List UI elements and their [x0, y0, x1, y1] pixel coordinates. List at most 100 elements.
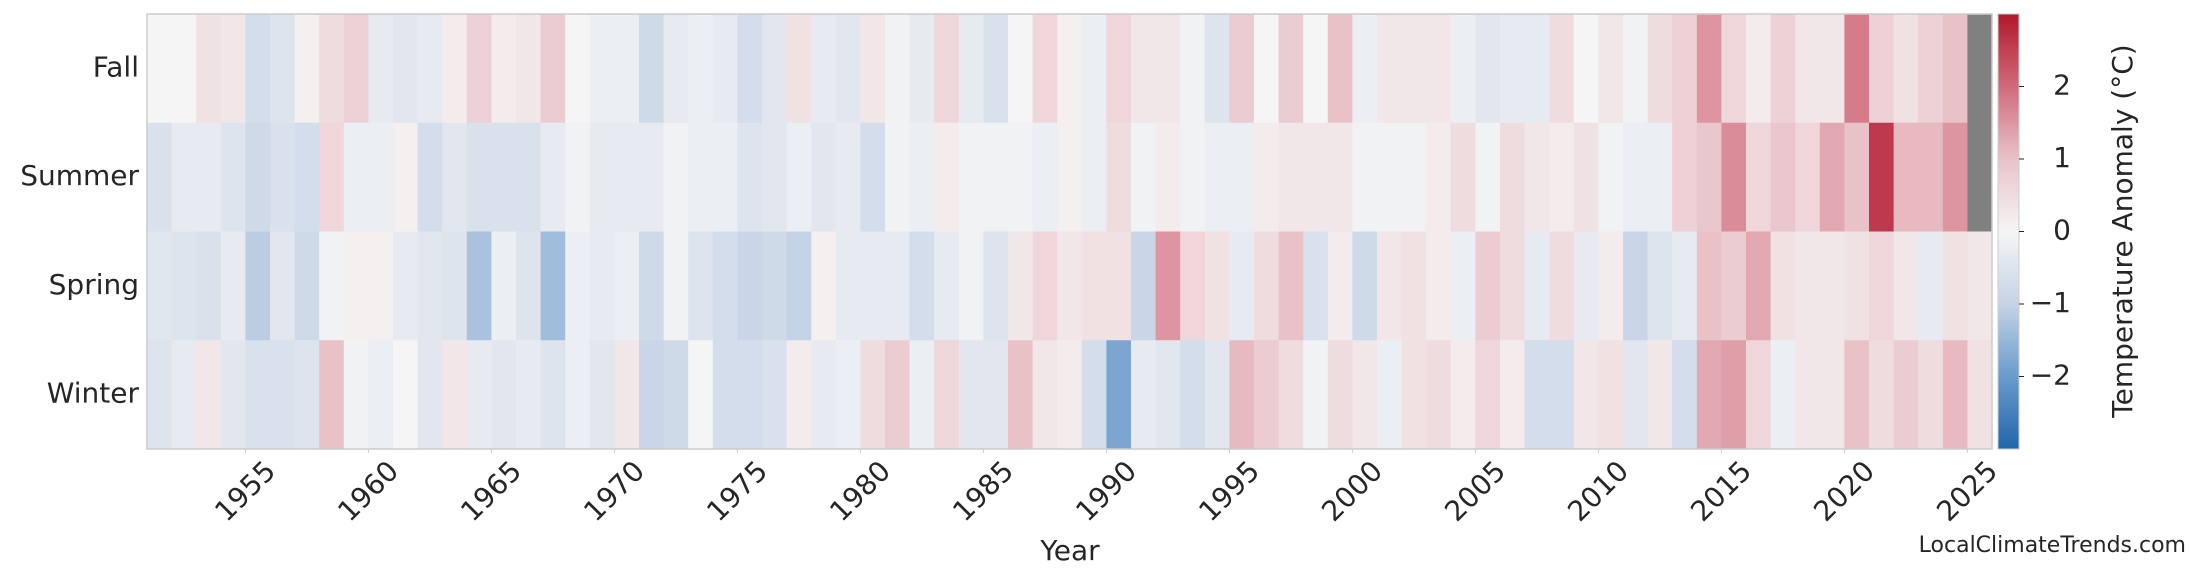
heatmap-cell — [934, 340, 960, 450]
heatmap-cell — [909, 122, 935, 232]
heatmap-cell — [417, 231, 443, 341]
heatmap-cell — [270, 340, 296, 450]
heatmap-cell — [1500, 231, 1526, 341]
heatmap-cell — [1057, 340, 1083, 450]
heatmap-cell — [860, 231, 886, 341]
heatmap-cell — [1598, 231, 1624, 341]
heatmap-cell — [1598, 340, 1624, 450]
heatmap-cell — [1106, 231, 1132, 341]
heatmap-cell — [1598, 14, 1624, 124]
heatmap-cell — [319, 122, 345, 232]
heatmap-cell — [639, 14, 665, 124]
heatmap-cell — [1573, 122, 1599, 232]
heatmap-cell — [712, 122, 738, 232]
x-tick-label: 1975 — [700, 454, 774, 528]
heatmap-cell — [294, 122, 320, 232]
heatmap-cell — [737, 231, 763, 341]
heatmap-cell — [786, 231, 812, 341]
heatmap-cell — [811, 122, 837, 232]
heatmap-cell — [1721, 340, 1747, 450]
heatmap-cell — [516, 122, 542, 232]
heatmap-cell — [1450, 14, 1476, 124]
heatmap-cell — [786, 340, 812, 450]
heatmap-cell — [1844, 340, 1870, 450]
heatmap-cell — [762, 122, 788, 232]
heatmap-cell — [835, 231, 861, 341]
heatmap-cell — [1229, 231, 1255, 341]
heatmap-cell — [983, 340, 1009, 450]
x-tick-label: 1960 — [331, 454, 405, 528]
heatmap-cell — [983, 122, 1009, 232]
heatmap-cell — [1844, 122, 1870, 232]
heatmap-cell — [1204, 231, 1230, 341]
heatmap-cell — [516, 340, 542, 450]
y-tick-label: Winter — [47, 377, 140, 410]
heatmap-cell — [1229, 14, 1255, 124]
heatmap-cell — [171, 122, 197, 232]
heatmap-cell — [614, 231, 640, 341]
heatmap-cell — [294, 340, 320, 450]
heatmap-cell — [1303, 231, 1329, 341]
heatmap-cell — [1254, 14, 1280, 124]
heatmap-cell — [1623, 14, 1649, 124]
heatmap-cell — [466, 340, 492, 450]
heatmap-cell — [196, 231, 222, 341]
heatmap-cell — [491, 14, 517, 124]
x-tick-label: 2020 — [1807, 454, 1881, 528]
heatmap-cell — [1450, 122, 1476, 232]
heatmap-cell — [1278, 340, 1304, 450]
heatmap-cell — [245, 231, 271, 341]
heatmap-cell — [1303, 340, 1329, 450]
heatmap-cell — [1746, 14, 1772, 124]
heatmap-cell — [1081, 122, 1107, 232]
heatmap-cell — [958, 340, 984, 450]
heatmap-cell — [1254, 231, 1280, 341]
heatmap-cell — [1672, 340, 1698, 450]
y-tick-label: Summer — [20, 159, 139, 192]
heatmap-cell — [1819, 340, 1845, 450]
heatmap-cell — [1524, 340, 1550, 450]
heatmap-cell — [589, 340, 615, 450]
heatmap-cell — [1278, 231, 1304, 341]
heatmap-cell — [1672, 231, 1698, 341]
heatmap-cell — [1008, 231, 1034, 341]
heatmap-cell — [983, 231, 1009, 341]
heatmap-cell — [1131, 122, 1157, 232]
heatmap-cell — [1450, 340, 1476, 450]
heatmap-cell — [614, 14, 640, 124]
heatmap-cell — [1057, 231, 1083, 341]
heatmap-cell — [1500, 340, 1526, 450]
heatmap-cell — [1869, 122, 1895, 232]
x-tick-label: 1970 — [577, 454, 651, 528]
heatmap-cell — [737, 340, 763, 450]
heatmap-cell — [171, 340, 197, 450]
heatmap-cell — [860, 340, 886, 450]
heatmap-cell — [442, 340, 468, 450]
heatmap-cell — [737, 14, 763, 124]
x-tick-label: 2000 — [1315, 454, 1389, 528]
heatmap-cell — [1377, 231, 1403, 341]
heatmap-cell — [663, 122, 689, 232]
heatmap-cell — [171, 231, 197, 341]
heatmap-cell — [540, 340, 566, 450]
heatmap-cell — [1475, 231, 1501, 341]
x-axis-label: Year — [1039, 534, 1100, 567]
heatmap-cell — [343, 340, 369, 450]
heatmap-cell — [1475, 14, 1501, 124]
heatmap-cell — [1426, 14, 1452, 124]
heatmap-cell — [1795, 122, 1821, 232]
heatmap-cell — [1131, 231, 1157, 341]
heatmap-cell — [1942, 231, 1968, 341]
heatmap-cell — [1918, 231, 1944, 341]
heatmap-cell — [1352, 340, 1378, 450]
heatmap-cell — [516, 231, 542, 341]
heatmap-cell — [1352, 14, 1378, 124]
heatmap-cell — [1303, 14, 1329, 124]
heatmap-cell — [1278, 122, 1304, 232]
heatmap-cell — [540, 122, 566, 232]
heatmap-cell — [196, 122, 222, 232]
heatmap-cell — [1869, 231, 1895, 341]
heatmap-cell — [885, 14, 911, 124]
heatmap-cell — [1254, 340, 1280, 450]
